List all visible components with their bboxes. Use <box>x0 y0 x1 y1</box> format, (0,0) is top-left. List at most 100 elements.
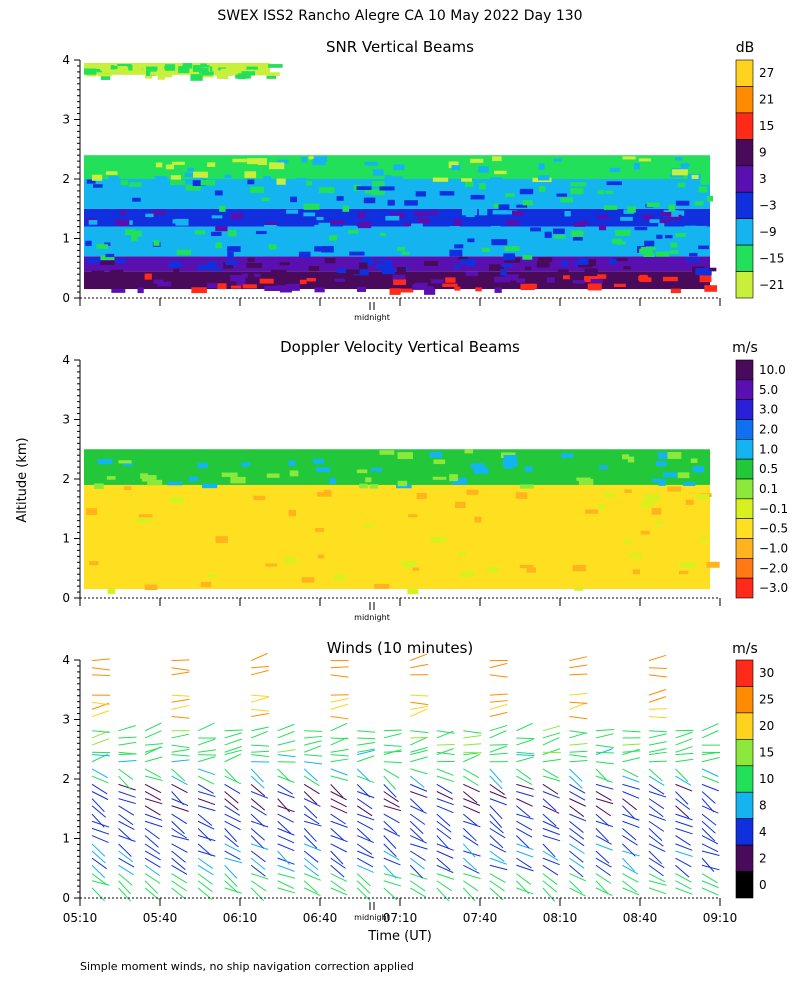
wind-barb <box>595 880 609 895</box>
wind-barb <box>569 880 583 894</box>
wind-barb <box>675 850 693 857</box>
field-speckle <box>314 287 325 293</box>
field-speckle <box>680 561 696 568</box>
field-speckle <box>515 492 528 499</box>
wind-barb <box>622 757 641 763</box>
wind-barb <box>250 783 266 797</box>
field-speckle <box>449 474 458 482</box>
wind-barb <box>277 723 295 732</box>
wind-barb <box>622 880 637 893</box>
field-speckle <box>270 269 287 275</box>
wind-barb <box>462 887 476 902</box>
field-speckle <box>329 235 338 241</box>
wind-barb <box>303 775 320 787</box>
wind-barb <box>701 880 719 889</box>
field-speckle <box>100 261 115 266</box>
field-speckle <box>699 536 708 541</box>
wind-barb <box>410 768 428 775</box>
wind-barb <box>330 754 349 757</box>
field-speckle <box>415 191 427 197</box>
wind-barb <box>171 791 185 806</box>
wind-barb <box>383 750 402 753</box>
wind-barb <box>595 768 609 783</box>
field-speckle <box>408 223 423 229</box>
field-speckle <box>284 556 296 564</box>
field-speckle <box>493 203 502 209</box>
field-speckle <box>223 262 234 269</box>
wind-barb <box>197 775 215 785</box>
field-speckle <box>376 263 393 271</box>
field-speckle <box>279 262 290 266</box>
wind-barb <box>330 843 347 853</box>
field-speckle <box>369 484 379 489</box>
field-speckle <box>237 73 250 79</box>
wind-barb <box>277 887 296 894</box>
field-speckle <box>638 158 651 162</box>
field-speckle <box>572 236 583 241</box>
wind-barb <box>516 887 534 895</box>
field-speckle <box>200 63 207 69</box>
field-speckle <box>312 158 326 166</box>
wind-barb <box>569 656 588 662</box>
wind-barb <box>489 752 508 756</box>
wind-barb <box>118 857 135 868</box>
field-speckle <box>503 253 516 261</box>
field-speckle <box>254 273 261 278</box>
wind-barb <box>330 873 348 882</box>
colorbar-swatch <box>735 577 754 599</box>
field-speckle <box>314 246 328 252</box>
field-speckle <box>182 63 193 69</box>
wind-barb <box>516 805 531 818</box>
wind-barb <box>224 753 242 763</box>
field-speckle <box>609 167 621 173</box>
wind-barb <box>224 813 241 823</box>
field-speckle <box>134 68 147 74</box>
wind-barb <box>569 702 587 710</box>
field-speckle <box>627 206 636 213</box>
wind-barb <box>489 791 507 799</box>
wind-barb <box>197 798 216 806</box>
field-speckle <box>662 276 678 282</box>
field-speckle <box>587 283 602 291</box>
field-speckle <box>137 287 144 294</box>
field-speckle <box>123 462 133 467</box>
wind-barb <box>330 697 349 703</box>
field-layer <box>84 256 710 272</box>
wind-barb <box>303 798 321 807</box>
field-speckle <box>640 246 656 250</box>
wind-barb <box>144 791 162 801</box>
field-speckle <box>100 73 111 80</box>
wind-barb <box>224 864 238 879</box>
wind-barb <box>118 783 136 791</box>
wind-barb <box>515 880 530 895</box>
wind-barb <box>410 737 427 746</box>
field-speckle <box>587 259 597 266</box>
field-speckle <box>526 567 536 573</box>
field-speckle <box>135 518 151 524</box>
wind-barb <box>542 857 560 866</box>
wind-barb <box>436 827 452 840</box>
colorbar-label: 27 <box>759 66 774 80</box>
wind-barb <box>516 850 534 858</box>
field-speckle <box>202 71 214 76</box>
wind-barb <box>171 805 189 812</box>
wind-barb <box>701 820 716 834</box>
wind-barb <box>356 820 374 831</box>
wind-barb <box>516 756 534 763</box>
field-speckle <box>486 566 499 573</box>
field-speckle <box>188 476 199 482</box>
wind-barb <box>409 864 424 879</box>
field-speckle <box>164 65 174 70</box>
field-speckle <box>670 173 684 178</box>
colorbar-label: 3.0 <box>759 403 778 417</box>
field-speckle <box>349 251 365 256</box>
field-speckle <box>118 460 132 464</box>
wind-barb <box>197 813 213 827</box>
wind-barb <box>330 666 349 669</box>
wind-barb <box>383 784 397 798</box>
wind-barb <box>489 724 508 732</box>
field-speckle <box>157 281 172 287</box>
wind-barb <box>91 873 107 885</box>
wind-barb <box>118 759 137 763</box>
wind-barb <box>251 750 270 753</box>
